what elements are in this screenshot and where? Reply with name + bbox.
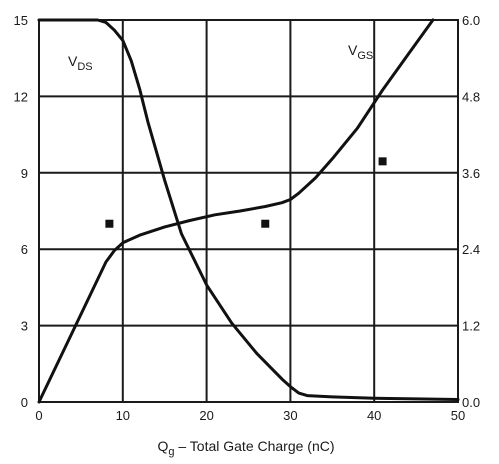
x-axis-label: Qg – Total Gate Charge (nC) (157, 438, 334, 458)
x-tick-label: 0 (35, 408, 42, 423)
x-tick-label: 20 (199, 408, 213, 423)
x-tick-label: 30 (283, 408, 297, 423)
y-left-tick-label: 3 (21, 319, 28, 334)
y-right-tick-label: 1.2 (462, 319, 480, 334)
y-right-tick-label: 3.6 (462, 166, 480, 181)
x-tick-label: 10 (116, 408, 130, 423)
series-lines (37, 18, 460, 404)
series-line-vds (37, 18, 460, 401)
y-axis-right-ticks: 0.0 1.2 2.4 3.6 4.8 6.0 (462, 13, 480, 410)
plot-frame (38, 19, 459, 403)
y-right-tick-label: 4.8 (462, 89, 480, 104)
y-left-tick-label: 6 (21, 242, 28, 257)
y-right-tick-label: 2.4 (462, 242, 480, 257)
x-axis-ticks: 0 10 20 30 40 50 (35, 408, 465, 423)
grid-lines (39, 20, 458, 402)
x-tick-label: 50 (451, 408, 465, 423)
y-axis-left-ticks: 0 3 6 9 12 15 (14, 13, 28, 410)
y-right-tick-label: 0.0 (462, 395, 480, 410)
y-left-tick-label: 9 (21, 166, 28, 181)
series-label-vgs: VGS (348, 42, 373, 62)
y-right-tick-label: 6.0 (462, 13, 480, 28)
x-tick-label: 40 (367, 408, 381, 423)
point-markers (105, 157, 387, 228)
series-label-vds: VDS (68, 53, 93, 73)
y-left-tick-label: 15 (14, 13, 28, 28)
square-marker (378, 157, 387, 166)
square-marker (105, 219, 114, 228)
series-line-vgs (37, 18, 435, 404)
square-marker (261, 219, 270, 228)
y-left-tick-label: 0 (21, 395, 28, 410)
y-left-tick-label: 12 (14, 89, 28, 104)
